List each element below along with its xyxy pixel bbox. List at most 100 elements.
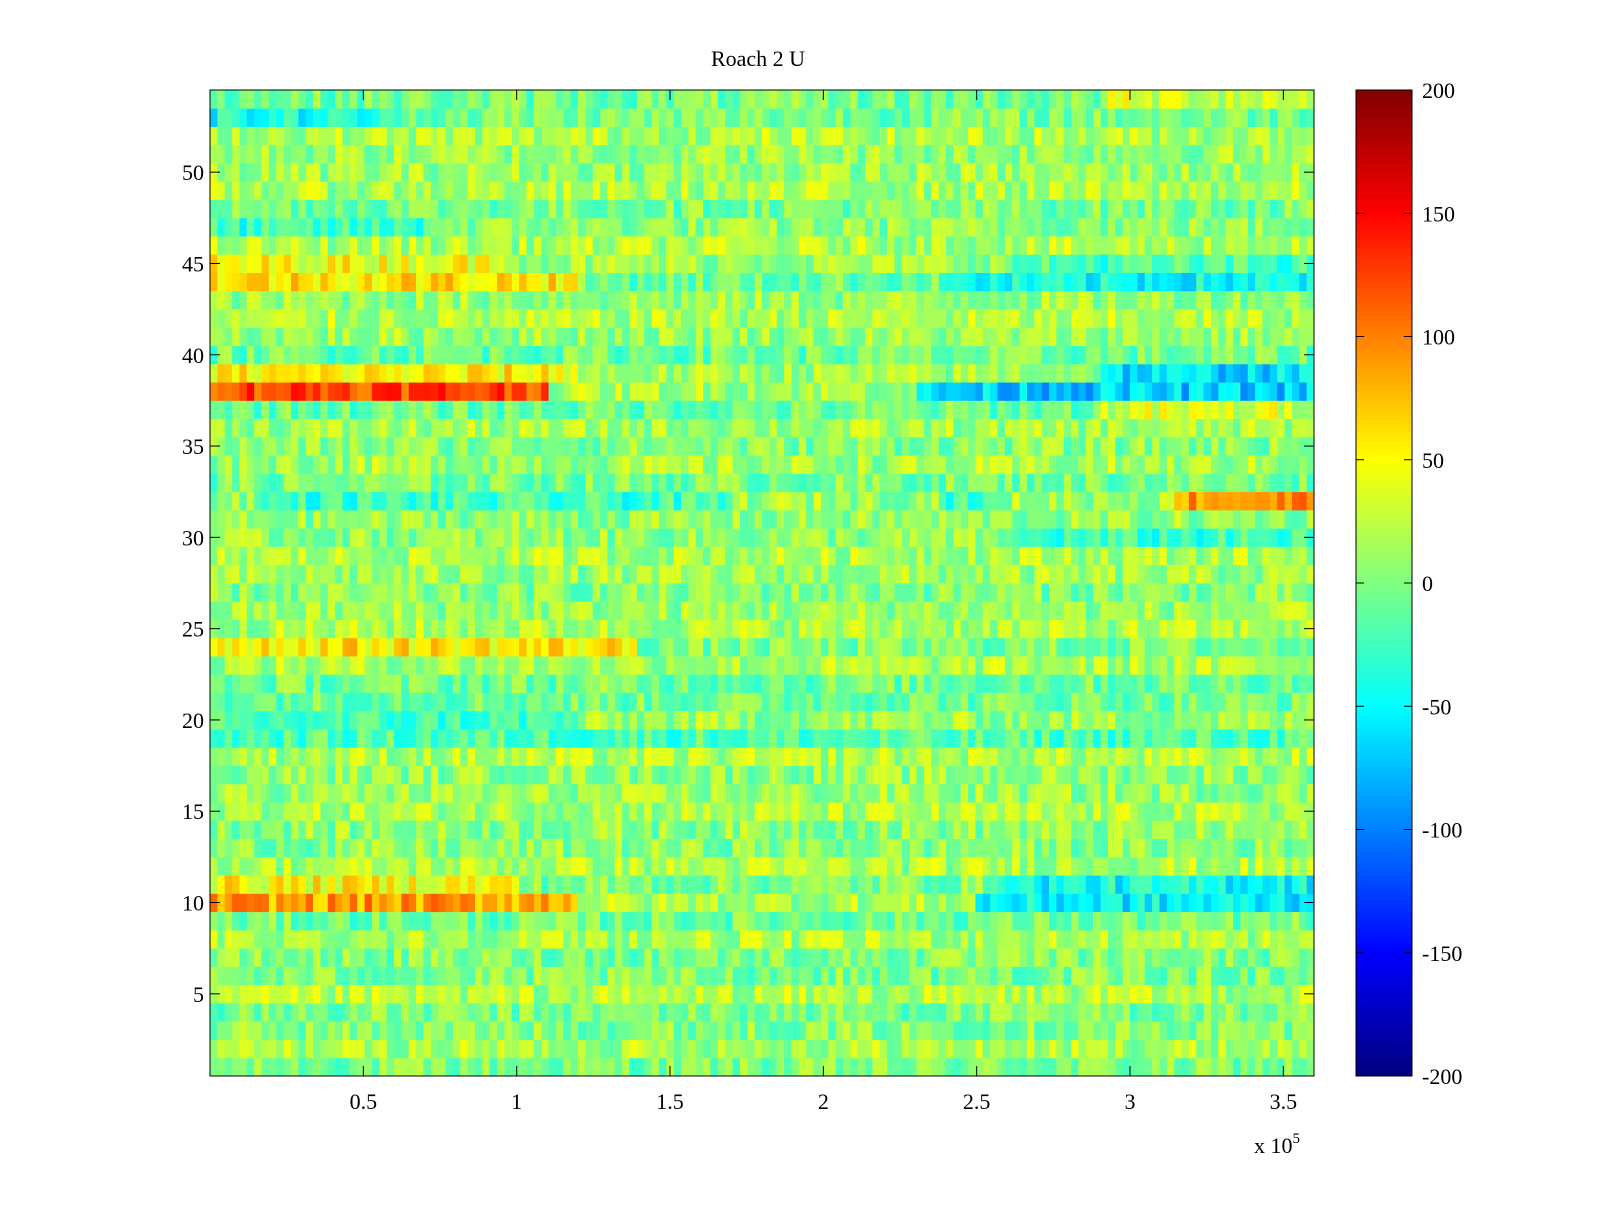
heatmap-cell: [1019, 637, 1028, 657]
heatmap-cell: [1188, 710, 1197, 730]
heatmap-cell: [835, 546, 844, 566]
heatmap-cell: [813, 802, 822, 821]
heatmap-cell: [923, 1002, 932, 1022]
heatmap-cell: [438, 473, 446, 493]
heatmap-cell: [695, 674, 704, 693]
heatmap-cell: [754, 893, 763, 913]
heatmap-cell: [717, 1039, 726, 1059]
heatmap-cell: [1196, 656, 1204, 675]
heatmap-cell: [585, 473, 594, 493]
heatmap-cell: [1196, 546, 1204, 566]
heatmap-cell: [1225, 747, 1234, 766]
heatmap-cell: [290, 984, 299, 1004]
heatmap-cell: [1026, 893, 1035, 913]
heatmap-cell: [865, 546, 873, 566]
heatmap-cell: [379, 1057, 388, 1077]
heatmap-cell: [298, 984, 307, 1004]
heatmap-cell: [313, 984, 321, 1004]
heatmap-cell: [416, 948, 424, 967]
heatmap-cell: [526, 656, 535, 675]
heatmap-cell: [1284, 802, 1293, 821]
heatmap-cell: [1122, 911, 1131, 931]
heatmap-cell: [975, 1057, 984, 1077]
heatmap-cell: [489, 619, 498, 639]
heatmap-cell: [622, 619, 630, 639]
heatmap-cell: [695, 747, 704, 766]
heatmap-cell: [695, 1057, 704, 1077]
heatmap-cell: [629, 911, 638, 931]
heatmap-cell: [210, 1057, 218, 1077]
heatmap-cell: [614, 966, 623, 986]
heatmap-cell: [1063, 984, 1072, 1004]
heatmap-cell: [570, 729, 579, 748]
heatmap-cell: [754, 747, 763, 766]
heatmap-cell: [327, 583, 336, 602]
heatmap-cell: [438, 875, 446, 894]
heatmap-cell: [298, 583, 307, 602]
heatmap-cell: [290, 1057, 299, 1077]
heatmap-cell: [364, 710, 373, 730]
heatmap-cell: [732, 528, 741, 547]
heatmap-cell: [651, 619, 660, 639]
heatmap-cell: [379, 619, 388, 639]
heatmap-cell: [438, 856, 446, 876]
heatmap-cell: [371, 564, 380, 584]
heatmap-cell: [982, 692, 991, 712]
heatmap-cell: [1012, 637, 1020, 657]
heatmap-cell: [857, 583, 866, 602]
heatmap-cell: [1269, 601, 1278, 620]
heatmap-cell: [1262, 692, 1271, 712]
heatmap-cell: [519, 875, 527, 894]
heatmap-cell: [968, 820, 976, 840]
heatmap-cell: [1107, 893, 1116, 913]
heatmap-cell: [923, 729, 932, 748]
heatmap-cell: [695, 491, 704, 511]
heatmap-cell: [357, 656, 365, 675]
heatmap-cell: [629, 674, 638, 693]
heatmap-cell: [1306, 747, 1315, 766]
heatmap-cell: [254, 783, 262, 803]
heatmap-cell: [739, 1057, 748, 1077]
heatmap-cell: [239, 692, 248, 712]
heatmap-cell: [1166, 1021, 1175, 1040]
heatmap-cell: [1166, 710, 1175, 730]
heatmap-cell: [997, 747, 1006, 766]
heatmap-cell: [482, 473, 491, 493]
heatmap-cell: [541, 710, 549, 730]
heatmap-cell: [430, 1057, 439, 1077]
heatmap-cell: [1049, 509, 1057, 529]
heatmap-cell: [430, 1039, 439, 1059]
heatmap-cell: [600, 747, 608, 766]
heatmap-cell: [600, 1057, 608, 1077]
heatmap-cell: [872, 1021, 881, 1040]
heatmap-cell: [1034, 802, 1043, 821]
heatmap-cell: [1181, 583, 1190, 602]
heatmap-cell: [1071, 601, 1079, 620]
heatmap-cell: [739, 966, 748, 986]
heatmap-cell: [887, 966, 895, 986]
heatmap-cell: [357, 875, 365, 894]
heatmap-cell: [1019, 546, 1028, 566]
heatmap-cell: [762, 637, 770, 657]
heatmap-cell: [224, 509, 233, 529]
heatmap-cell: [1122, 656, 1131, 675]
heatmap-cell: [894, 619, 903, 639]
heatmap-cell: [1159, 1039, 1168, 1059]
heatmap-cell: [416, 1002, 424, 1022]
heatmap-cell: [901, 765, 910, 785]
heatmap-cell: [968, 948, 976, 967]
heatmap-cell: [578, 875, 586, 894]
heatmap-cell: [320, 911, 329, 931]
heatmap-cell: [1122, 491, 1131, 511]
heatmap-cell: [968, 473, 976, 493]
heatmap-cell: [1174, 692, 1182, 712]
heatmap-cell: [268, 710, 277, 730]
heatmap-cell: [570, 856, 579, 876]
heatmap-cell: [290, 747, 299, 766]
heatmap-cell: [438, 692, 446, 712]
heatmap-cell: [1218, 674, 1227, 693]
heatmap-cell: [489, 455, 498, 474]
heatmap-cell: [482, 564, 491, 584]
heatmap-cell: [1159, 564, 1168, 584]
heatmap-cell: [997, 619, 1006, 639]
